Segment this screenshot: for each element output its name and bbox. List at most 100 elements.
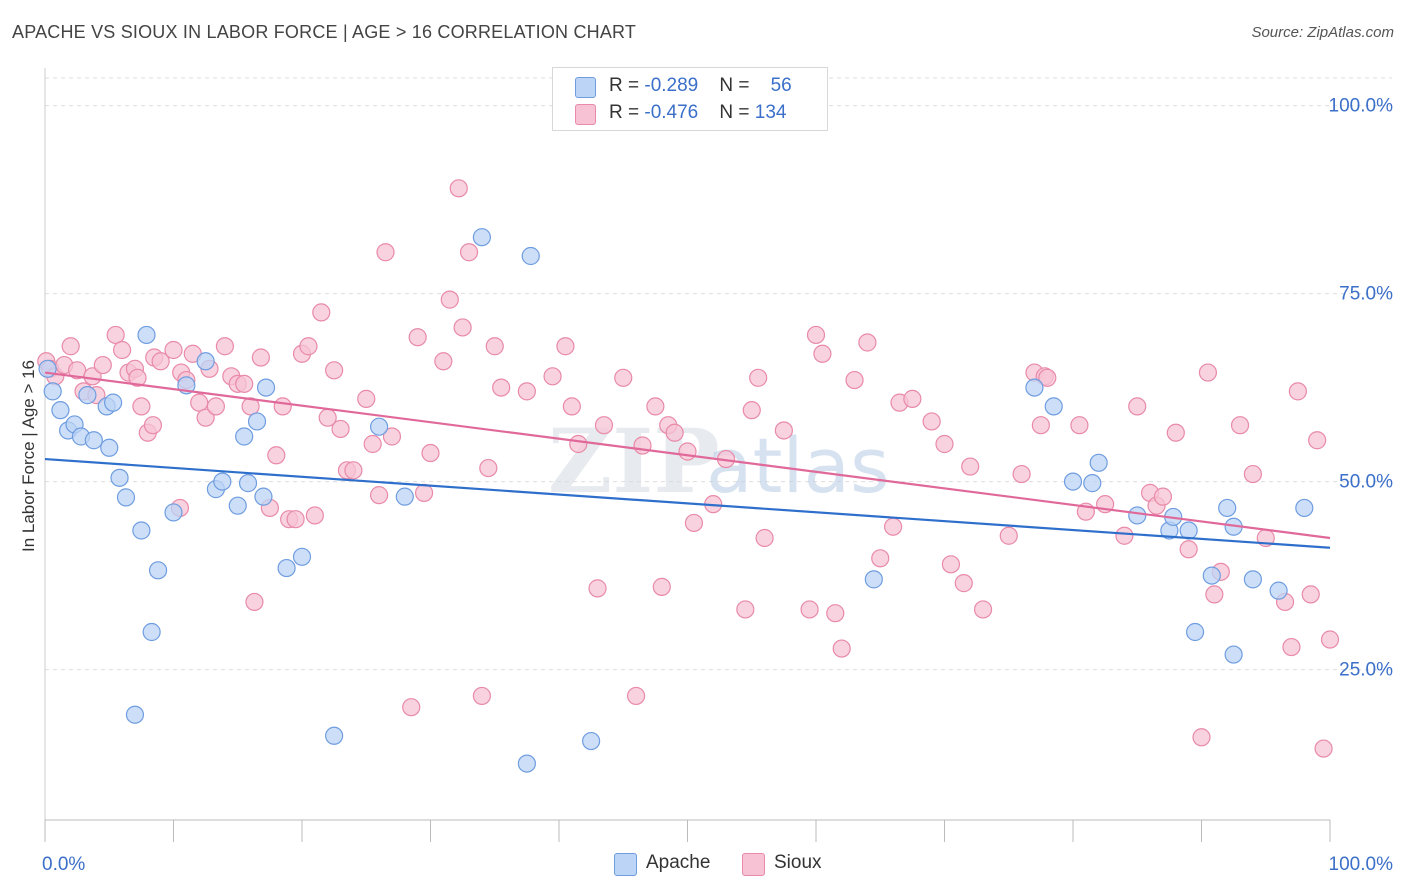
apache-point-41 bbox=[1063, 472, 1083, 491]
sioux-point-132 bbox=[1282, 637, 1301, 657]
sioux-point-61 bbox=[449, 179, 468, 198]
sioux-point-136 bbox=[1314, 739, 1333, 758]
sioux-point-46 bbox=[325, 361, 344, 380]
sioux-point-32 bbox=[235, 374, 254, 393]
apache-point-12 bbox=[116, 488, 136, 507]
sioux-point-58 bbox=[421, 443, 440, 463]
r-label: R = bbox=[609, 102, 645, 123]
sioux-point-104 bbox=[941, 555, 961, 574]
apache-point-18 bbox=[164, 503, 183, 522]
apache-point-16 bbox=[142, 622, 161, 642]
apache-point-43 bbox=[1089, 453, 1108, 472]
apache-point-6 bbox=[78, 386, 97, 405]
apache-point-39 bbox=[1025, 378, 1044, 397]
legend-text-apache: R = -0.289 N = 56 bbox=[609, 75, 792, 97]
sioux-point-99 bbox=[883, 517, 903, 536]
sioux-point-97 bbox=[858, 333, 877, 352]
watermark-atlas: atlas bbox=[706, 421, 890, 510]
apache-point-31 bbox=[325, 726, 344, 745]
sioux-point-49 bbox=[344, 461, 363, 480]
apache-point-53 bbox=[1243, 570, 1263, 589]
sioux-legend-label: Sioux bbox=[774, 852, 822, 873]
legend-text-sioux: R = -0.476 N = 134 bbox=[609, 102, 786, 124]
sioux-point-86 bbox=[736, 600, 755, 619]
sioux-point-73 bbox=[588, 579, 607, 598]
apache-point-34 bbox=[472, 228, 491, 247]
x-tick-label-max: 100.0% bbox=[1329, 854, 1394, 875]
apache-point-50 bbox=[1224, 645, 1243, 664]
sioux-point-91 bbox=[800, 600, 819, 619]
sioux-point-37 bbox=[267, 446, 286, 465]
apache-point-35 bbox=[517, 754, 536, 773]
sioux-point-96 bbox=[845, 370, 864, 390]
sioux-point-75 bbox=[614, 368, 633, 387]
sioux-point-28 bbox=[206, 397, 226, 416]
sioux-point-20 bbox=[164, 340, 183, 360]
sioux-point-40 bbox=[286, 510, 305, 529]
sioux-point-43 bbox=[305, 506, 324, 525]
apache-point-11 bbox=[110, 468, 129, 487]
apache-trend-line bbox=[44, 457, 1331, 549]
apache-point-32 bbox=[370, 417, 389, 436]
sioux-point-26 bbox=[196, 408, 215, 427]
sioux-point-67 bbox=[492, 378, 511, 397]
sioux-point-76 bbox=[626, 686, 646, 706]
sioux-point-64 bbox=[472, 686, 491, 706]
apache-point-48 bbox=[1185, 622, 1205, 642]
apache-point-23 bbox=[228, 496, 247, 515]
sioux-point-89 bbox=[755, 528, 774, 548]
apache-point-24 bbox=[235, 427, 254, 446]
apache-point-10 bbox=[104, 393, 123, 412]
sioux-point-11 bbox=[112, 340, 132, 360]
sioux-point-90 bbox=[774, 421, 793, 440]
sioux-point-51 bbox=[363, 434, 382, 454]
sioux-point-9 bbox=[93, 355, 112, 375]
sioux-point-5 bbox=[68, 361, 87, 380]
sioux-point-74 bbox=[594, 416, 614, 435]
sioux-point-54 bbox=[382, 427, 402, 446]
n-value-sioux: 134 bbox=[754, 102, 787, 123]
apache-point-9 bbox=[100, 438, 119, 457]
sioux-point-105 bbox=[954, 574, 973, 593]
axes bbox=[44, 68, 1331, 842]
sioux-point-17 bbox=[143, 416, 163, 435]
apache-point-30 bbox=[292, 547, 312, 566]
apache-point-27 bbox=[254, 487, 273, 506]
apache-point-51 bbox=[1218, 498, 1237, 518]
sioux-point-42 bbox=[299, 337, 318, 356]
sioux-trend-line bbox=[44, 371, 1331, 540]
sioux-point-93 bbox=[813, 344, 832, 363]
sioux-point-4 bbox=[61, 337, 80, 356]
apache-point-38 bbox=[864, 570, 883, 589]
sioux-point-114 bbox=[1070, 416, 1089, 435]
correlation-legend: R = -0.289 N = 56 R = -0.476 N = 134 bbox=[552, 67, 828, 131]
tick-labels: 25.0% 50.0% 75.0% 100.0% 0.0% 100.0% bbox=[42, 96, 1393, 875]
sioux-point-124 bbox=[1192, 728, 1211, 747]
sioux-legend-swatch bbox=[742, 853, 765, 876]
sioux-point-117 bbox=[1115, 526, 1134, 545]
apache-point-29 bbox=[277, 558, 296, 578]
sioux-point-118 bbox=[1128, 397, 1147, 416]
sioux-point-123 bbox=[1179, 540, 1198, 559]
sioux-point-133 bbox=[1288, 382, 1307, 401]
chart-title: APACHE VS SIOUX IN LABOR FORCE | AGE > 1… bbox=[12, 22, 637, 42]
apache-point-36 bbox=[521, 246, 540, 266]
apache-points bbox=[38, 228, 1314, 773]
n-label: N = bbox=[719, 102, 755, 123]
sioux-point-56 bbox=[408, 328, 427, 347]
y-tick-label-75: 75.0% bbox=[1339, 284, 1393, 305]
apache-point-2 bbox=[51, 401, 70, 420]
apache-point-49 bbox=[1202, 566, 1221, 585]
apache-point-22 bbox=[213, 472, 232, 491]
sioux-point-82 bbox=[678, 442, 697, 461]
apache-point-40 bbox=[1044, 397, 1063, 416]
y-tick-label-25: 25.0% bbox=[1339, 660, 1393, 681]
sioux-point-50 bbox=[357, 389, 376, 408]
sioux-point-101 bbox=[903, 389, 922, 408]
apache-point-42 bbox=[1083, 474, 1102, 493]
apache-point-28 bbox=[256, 378, 276, 397]
sioux-point-98 bbox=[871, 549, 890, 568]
sioux-point-62 bbox=[453, 318, 472, 337]
r-label: R = bbox=[609, 75, 645, 96]
